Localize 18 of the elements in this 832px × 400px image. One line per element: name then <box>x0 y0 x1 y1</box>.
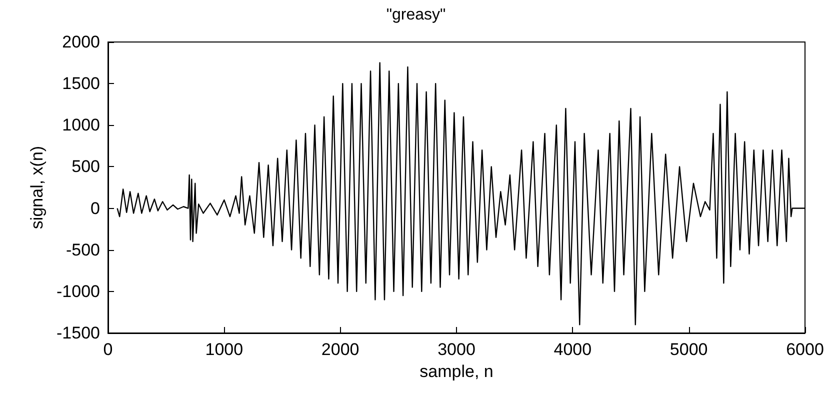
x-tick-label: 6000 <box>786 340 824 359</box>
y-tick-label: 500 <box>72 157 100 176</box>
x-tick-label: 2000 <box>321 340 360 359</box>
y-axis-title: signal, x(n) <box>28 146 47 230</box>
x-tick-label: 0 <box>103 340 113 359</box>
x-axis-title: sample, n <box>420 362 494 381</box>
x-tick-label: 1000 <box>205 340 244 359</box>
x-tick-label: 3000 <box>438 340 476 359</box>
y-tick-label: 2000 <box>62 32 100 52</box>
chart-title: "greasy" <box>386 6 446 24</box>
y-tick-label: -1500 <box>56 324 100 342</box>
x-tick-label: 4000 <box>554 340 592 359</box>
y-tick-label: -1000 <box>56 282 100 301</box>
y-tick-label: 1500 <box>62 74 100 94</box>
y-tick-label: 0 <box>90 198 100 218</box>
y-tick-label: -500 <box>66 240 100 260</box>
y-tick-label: 1000 <box>62 116 100 135</box>
x-tick-label: 5000 <box>670 340 708 359</box>
